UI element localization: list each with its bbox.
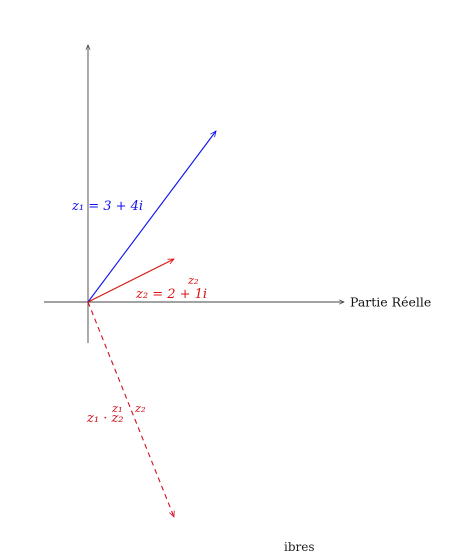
label-z2-stray-b: z₂ — [134, 401, 146, 415]
vector-z1 — [87, 131, 216, 303]
label-z2: z₂ = 2 + 1i — [135, 287, 207, 302]
label-z2-stray: z₂ — [187, 273, 199, 287]
clipped-bottom-text: ibres — [284, 540, 315, 554]
real-axis-label: Partie Réelle — [350, 295, 431, 310]
label-z1: z₁ = 3 + 4i — [71, 199, 143, 214]
vector-z2 — [87, 258, 174, 303]
label-product: z₁ · z₂ — [86, 411, 124, 426]
label-z1-stray: z₁ — [111, 401, 123, 415]
vector-product — [87, 301, 174, 517]
